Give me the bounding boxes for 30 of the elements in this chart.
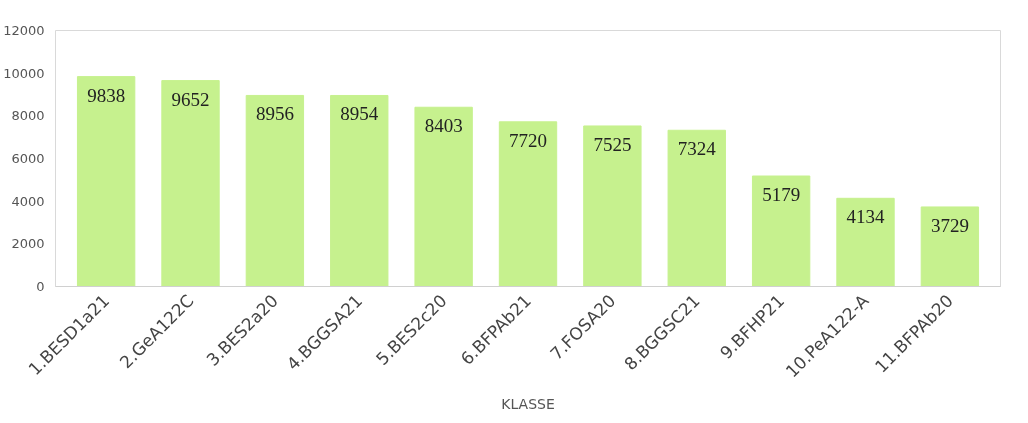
data-label: 9652 <box>171 88 210 110</box>
y-tick-label: 10000 <box>3 65 45 81</box>
data-label: 4134 <box>846 206 885 228</box>
bar <box>920 206 980 287</box>
data-label: 9838 <box>87 84 126 106</box>
bar <box>667 129 726 287</box>
y-tick-label: 6000 <box>11 151 45 166</box>
data-label: 8954 <box>340 103 379 125</box>
data-label: 5179 <box>762 184 801 206</box>
y-tick-label: 12000 <box>3 23 45 38</box>
data-label: 7525 <box>593 133 632 155</box>
data-label: 7324 <box>677 138 717 160</box>
bar <box>583 125 642 287</box>
bar <box>161 80 220 287</box>
bar <box>76 76 136 287</box>
bar <box>414 106 473 287</box>
data-label: 3729 <box>930 214 969 236</box>
data-label: 8956 <box>255 103 294 125</box>
bar <box>330 94 389 287</box>
y-tick-label: 2000 <box>11 236 45 252</box>
x-axis-title: KLASSE <box>501 396 555 413</box>
bar <box>751 175 811 287</box>
data-label: 8403 <box>424 115 463 137</box>
bar <box>245 94 305 287</box>
y-tick-label: 0 <box>36 279 45 294</box>
y-tick-label: 4000 <box>11 193 45 209</box>
bar <box>498 121 558 287</box>
y-tick-label: 8000 <box>11 108 45 124</box>
data-label: 7720 <box>509 129 547 151</box>
bar <box>836 197 895 287</box>
